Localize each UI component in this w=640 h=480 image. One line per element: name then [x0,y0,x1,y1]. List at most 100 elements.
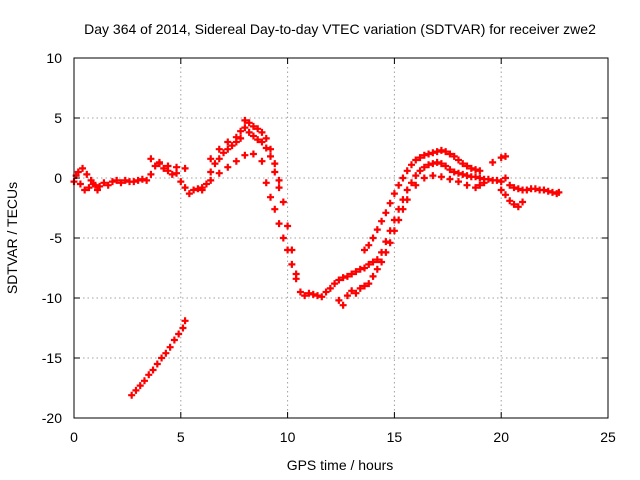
data-point [258,128,266,136]
data-point [433,158,441,166]
data-point [339,274,347,282]
data-point [314,292,322,300]
x-tick-label: 0 [70,429,78,445]
y-tick-label: -20 [42,410,62,426]
data-point [237,134,245,142]
data-point [365,241,373,249]
data-point [360,264,368,272]
data-point [104,181,112,189]
data-point [450,168,458,176]
data-point [164,162,172,170]
data-point [412,172,420,180]
data-point [232,157,240,165]
data-point [429,149,437,157]
data-point [275,184,283,192]
x-tick-label: 5 [177,429,185,445]
data-point [292,275,300,283]
data-point [403,167,411,175]
data-point [173,163,181,171]
data-point [446,166,454,174]
y-tick-label: -5 [50,230,63,246]
data-point [476,174,484,182]
data-point [472,166,480,174]
data-point [215,145,223,153]
data-point [134,176,142,184]
data-point [170,336,178,344]
data-point [386,199,394,207]
data-point [360,246,368,254]
data-point [108,178,116,186]
y-tick-label: 5 [54,110,62,126]
data-point [506,197,514,205]
data-point [399,205,407,213]
data-point [128,391,136,399]
data-point [262,179,270,187]
data-point [403,196,411,204]
data-point [100,179,108,187]
data-point [79,164,87,172]
data-point [510,184,518,192]
data-point [85,184,93,192]
data-point [489,158,497,166]
data-point [373,256,381,264]
data-point [198,184,206,192]
data-point [540,186,548,194]
data-point [275,220,283,228]
data-point [425,161,433,169]
data-point [322,288,330,296]
data-point [463,162,471,170]
data-point [237,127,245,135]
data-point [284,246,292,254]
data-point [224,138,232,146]
data-point [356,265,364,273]
data-point [416,167,424,175]
data-point [472,173,480,181]
data-point [245,128,253,136]
data-point [76,180,84,188]
data-point [153,360,161,368]
data-point [160,164,168,172]
data-point [399,174,407,182]
data-point [113,176,121,184]
data-point [555,188,563,196]
data-point [207,168,215,176]
data-point [390,227,398,235]
data-point [484,175,492,183]
data-point [331,280,339,288]
data-point [224,145,232,153]
data-point [215,155,223,163]
data-point [352,289,360,297]
data-point [190,186,198,194]
data-point [267,152,275,160]
data-point [177,178,185,186]
data-point [181,317,189,325]
data-point [271,160,279,168]
data-point [241,124,249,132]
data-point [365,260,373,268]
data-point [207,155,215,163]
data-point [416,154,424,162]
data-point [403,186,411,194]
data-point [544,187,552,195]
x-tick-label: 10 [280,429,296,445]
data-point [262,144,270,152]
data-point [267,145,275,153]
data-point [326,284,334,292]
data-point [288,260,296,268]
data-point [87,176,95,184]
data-point [132,386,140,394]
data-point [369,258,377,266]
data-points [70,116,563,399]
data-point [262,134,270,142]
data-point [412,156,420,164]
data-point [476,181,484,189]
data-point [185,190,193,198]
data-point [211,160,219,168]
data-point [433,148,441,156]
data-point [335,296,343,304]
y-axis-label: SDTVAR / TECUs [4,182,20,294]
data-point [446,175,454,183]
data-point [318,293,326,301]
data-point [459,170,467,178]
data-point [407,179,415,187]
